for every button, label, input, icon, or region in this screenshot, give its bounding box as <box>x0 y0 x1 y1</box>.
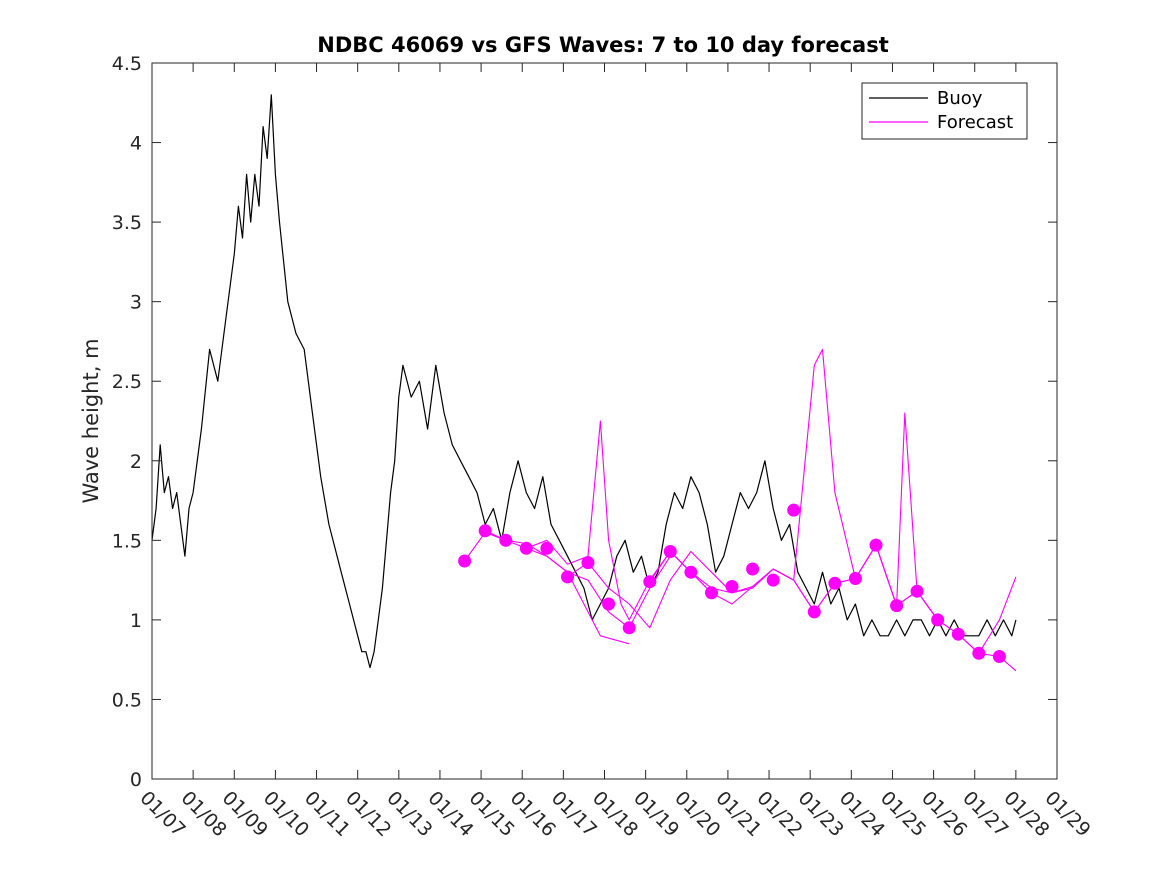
x-tick-label: 01/28 <box>999 787 1053 841</box>
forecast-marker <box>992 650 1006 663</box>
x-tick-label: 01/08 <box>177 787 231 841</box>
x-tick-label: 01/18 <box>588 787 642 841</box>
forecast-markers <box>458 503 1006 663</box>
forecast-marker <box>663 545 677 558</box>
forecast-marker <box>766 573 780 587</box>
forecast-marker <box>643 575 657 589</box>
buoy-series-line <box>151 94 1017 669</box>
forecast-marker <box>931 613 945 627</box>
forecast-marker <box>787 503 801 517</box>
y-tick-label: 3 <box>130 292 142 314</box>
x-tick-label: 01/21 <box>711 787 765 841</box>
forecast-marker <box>519 541 533 555</box>
forecast-series-line-2 <box>484 530 671 629</box>
y-tick-label: 2.5 <box>112 371 142 393</box>
x-tick-label: 01/14 <box>423 787 477 841</box>
y-tick-label: 4 <box>130 133 142 155</box>
forecast-marker <box>602 597 616 611</box>
y-tick-label: 1.5 <box>112 530 142 552</box>
forecast-marker <box>828 576 842 590</box>
forecast-marker <box>581 556 595 570</box>
forecast-marker <box>972 646 986 660</box>
x-tick-label: 01/09 <box>218 787 272 841</box>
forecast-marker <box>458 554 472 568</box>
x-tick-label: 01/27 <box>958 787 1012 841</box>
forecast-marker <box>807 605 821 619</box>
legend-box <box>861 82 1028 140</box>
x-tick-label: 01/16 <box>506 787 560 841</box>
y-tick-label: 0.5 <box>112 689 142 711</box>
x-tick-label: 01/26 <box>917 787 971 841</box>
x-tick-label: 01/22 <box>753 787 807 841</box>
y-axis-label: Wave height, m <box>79 338 103 503</box>
legend-forecast-label: Forecast <box>937 112 1013 133</box>
x-tick-label: 01/13 <box>382 787 436 841</box>
chart-title: NDBC 46069 vs GFS Waves: 7 to 10 day for… <box>317 33 888 57</box>
y-tick-label: 0 <box>130 769 142 791</box>
x-tick-label: 01/11 <box>300 787 354 841</box>
y-axis: 0 0.5 1 1.5 2 2.5 3 3.5 4 4.5 <box>112 53 1057 791</box>
forecast-marker <box>869 538 883 552</box>
x-tick-label: 01/12 <box>341 787 395 841</box>
forecast-marker <box>746 562 760 576</box>
forecast-marker <box>684 565 698 579</box>
forecast-marker <box>725 580 739 593</box>
forecast-marker <box>951 627 965 641</box>
x-tick-label: 01/29 <box>1040 787 1094 841</box>
x-tick-label: 01/24 <box>835 787 889 841</box>
x-tick-label: 01/20 <box>670 787 724 841</box>
forecast-marker <box>622 621 636 635</box>
x-tick-label: 01/10 <box>259 787 313 841</box>
y-tick-label: 4.5 <box>112 53 142 75</box>
x-tick-label: 01/07 <box>135 787 189 841</box>
y-tick-label: 3.5 <box>112 212 142 234</box>
forecast-marker <box>848 572 862 585</box>
x-tick-label: 01/19 <box>629 787 683 841</box>
x-tick-label: 01/17 <box>547 787 601 841</box>
y-tick-label: 2 <box>130 451 142 473</box>
x-tick-label: 01/23 <box>794 787 848 841</box>
legend-buoy-label: Buoy <box>937 88 983 109</box>
plot-area <box>152 63 1057 779</box>
x-tick-label: 01/25 <box>876 787 930 841</box>
forecast-marker <box>499 533 513 547</box>
y-tick-label: 1 <box>130 610 142 632</box>
forecast-marker <box>910 584 924 598</box>
forecast-marker <box>540 541 554 555</box>
forecast-marker <box>561 570 574 584</box>
x-tick-label: 01/15 <box>465 787 519 841</box>
forecast-marker <box>478 524 492 538</box>
legend: Buoy Forecast <box>861 82 1028 140</box>
forecast-marker <box>890 599 904 613</box>
forecast-marker <box>705 586 718 600</box>
